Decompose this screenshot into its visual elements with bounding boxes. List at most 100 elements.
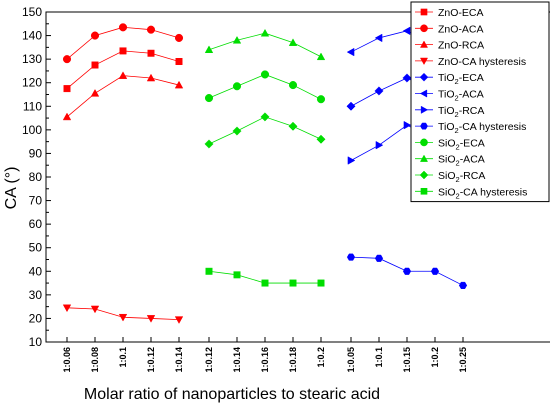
y-axis: 10 20 30 40 50 60 70 80 90 100 110 120 130 140 150 bbox=[22, 5, 51, 349]
legend-label: SiO2-ACA bbox=[438, 154, 485, 168]
data-point bbox=[90, 305, 100, 314]
data-point bbox=[90, 89, 100, 97]
y-tick-label: 120 bbox=[22, 76, 42, 90]
data-point bbox=[260, 70, 270, 79]
x-tick-label: 1:0.2 bbox=[316, 347, 326, 368]
data-point bbox=[375, 140, 384, 150]
legend-marker bbox=[419, 40, 429, 48]
data-point bbox=[146, 25, 156, 34]
y-axis-title: CA (°) bbox=[3, 167, 20, 210]
legend-label: SiO2-CA hysteresis bbox=[438, 186, 527, 200]
legend-item: SiO2-ACA bbox=[415, 154, 485, 168]
y-tick-label: 50 bbox=[29, 241, 43, 255]
y-tick-label: 60 bbox=[29, 217, 43, 231]
x-tick-label: 1:0.1 bbox=[118, 347, 128, 368]
data-point bbox=[316, 52, 326, 61]
legend-item: ZnO-ACA bbox=[415, 23, 484, 35]
data-point bbox=[317, 279, 325, 287]
legend-label: SiO2-ECA bbox=[438, 137, 485, 151]
x-axis-title: Molar ratio of nanoparticles to stearic … bbox=[84, 386, 380, 403]
data-point bbox=[174, 80, 184, 89]
data-point bbox=[233, 271, 241, 279]
series-sio2-aca bbox=[204, 28, 326, 61]
data-point bbox=[261, 279, 269, 287]
x-tick-label: 1:0.25 bbox=[458, 347, 468, 373]
legend-marker bbox=[420, 105, 429, 114]
legend-item: SiO2-RCA bbox=[415, 170, 485, 184]
legend-item: SiO2-ECA bbox=[415, 137, 485, 151]
data-point bbox=[232, 82, 242, 91]
legend-marker bbox=[419, 154, 429, 162]
data-point bbox=[90, 31, 100, 40]
legend-item: TiO2-ACA bbox=[415, 89, 484, 103]
data-point bbox=[289, 279, 297, 287]
data-point bbox=[91, 61, 99, 69]
data-point bbox=[346, 101, 356, 111]
data-point bbox=[62, 304, 72, 313]
data-point bbox=[374, 254, 384, 262]
x-tick-label: 1:0.08 bbox=[90, 347, 100, 373]
data-point bbox=[146, 73, 156, 82]
y-tick-label: 100 bbox=[22, 123, 42, 137]
data-point bbox=[403, 120, 412, 130]
y-tick-label: 80 bbox=[29, 170, 43, 184]
legend-marker bbox=[419, 89, 428, 98]
legend-label: TiO2-RCA bbox=[438, 105, 484, 119]
data-point bbox=[288, 121, 298, 131]
x-axis: 1:0.06 1:0.08 1:0.1 1:0.12 1:0.14 1:0.12 1:0.1… bbox=[62, 337, 468, 373]
data-point bbox=[402, 73, 412, 83]
y-tick-label: 30 bbox=[29, 288, 43, 302]
data-point bbox=[147, 49, 155, 57]
y-tick-label: 150 bbox=[22, 5, 42, 19]
x-tick-label: 1:0.14 bbox=[174, 347, 184, 373]
y-tick-label: 90 bbox=[29, 146, 43, 160]
legend-item: TiO2-ECA bbox=[415, 72, 484, 86]
series-zno-rca bbox=[62, 71, 184, 121]
series-sio2-eca bbox=[204, 70, 326, 104]
data-point bbox=[316, 134, 326, 144]
legend: ZnO-ECA ZnO-ACA ZnO-RCA ZnO-CA hysteresis Ti… bbox=[410, 1, 550, 203]
data-point bbox=[374, 33, 383, 43]
data-point bbox=[402, 267, 412, 275]
x-tick-label: 1:0.16 bbox=[260, 347, 270, 373]
legend-item: ZnO-RCA bbox=[415, 40, 484, 52]
legend-marker bbox=[420, 138, 428, 147]
x-tick-label: 1:0.06 bbox=[62, 347, 72, 373]
legend-label: ZnO-ECA bbox=[438, 7, 484, 19]
data-point bbox=[430, 267, 440, 275]
data-point bbox=[118, 23, 128, 32]
x-tick-label: 1:0.15 bbox=[402, 347, 412, 373]
x-tick-label: 1:0.12 bbox=[146, 347, 156, 373]
data-point bbox=[288, 81, 298, 90]
data-point bbox=[347, 156, 356, 165]
legend-marker bbox=[420, 187, 428, 195]
data-point bbox=[62, 112, 72, 121]
y-tick-label: 20 bbox=[29, 311, 43, 325]
series-zno-ca-hysteresis bbox=[62, 304, 184, 324]
legend-marker bbox=[419, 72, 429, 82]
legend-marker bbox=[420, 122, 428, 130]
data-point bbox=[118, 71, 128, 79]
x-tick-label: 1:0.14 bbox=[232, 347, 242, 373]
legend-label: TiO2-ECA bbox=[438, 72, 484, 86]
legend-item: ZnO-ECA bbox=[415, 7, 484, 19]
data-point bbox=[232, 35, 242, 44]
data-point bbox=[204, 93, 214, 103]
data-point bbox=[174, 316, 184, 324]
y-tick-label: 130 bbox=[22, 52, 42, 66]
x-tick-label: 1:0.18 bbox=[288, 347, 298, 373]
legend-label: ZnO-CA hysteresis bbox=[438, 56, 526, 68]
data-point bbox=[458, 281, 468, 289]
data-point bbox=[174, 33, 184, 42]
series-layer bbox=[62, 23, 468, 324]
legend-item: SiO2-CA hysteresis bbox=[415, 186, 527, 200]
data-point bbox=[316, 95, 326, 104]
data-point bbox=[146, 315, 156, 323]
legend-marker bbox=[419, 57, 429, 66]
data-point bbox=[175, 58, 183, 65]
x-tick-label: 1:0.2 bbox=[430, 347, 440, 368]
y-tick-label: 140 bbox=[22, 29, 42, 43]
legend-item: TiO2-RCA bbox=[415, 105, 484, 119]
series-zno-aca bbox=[62, 23, 184, 64]
